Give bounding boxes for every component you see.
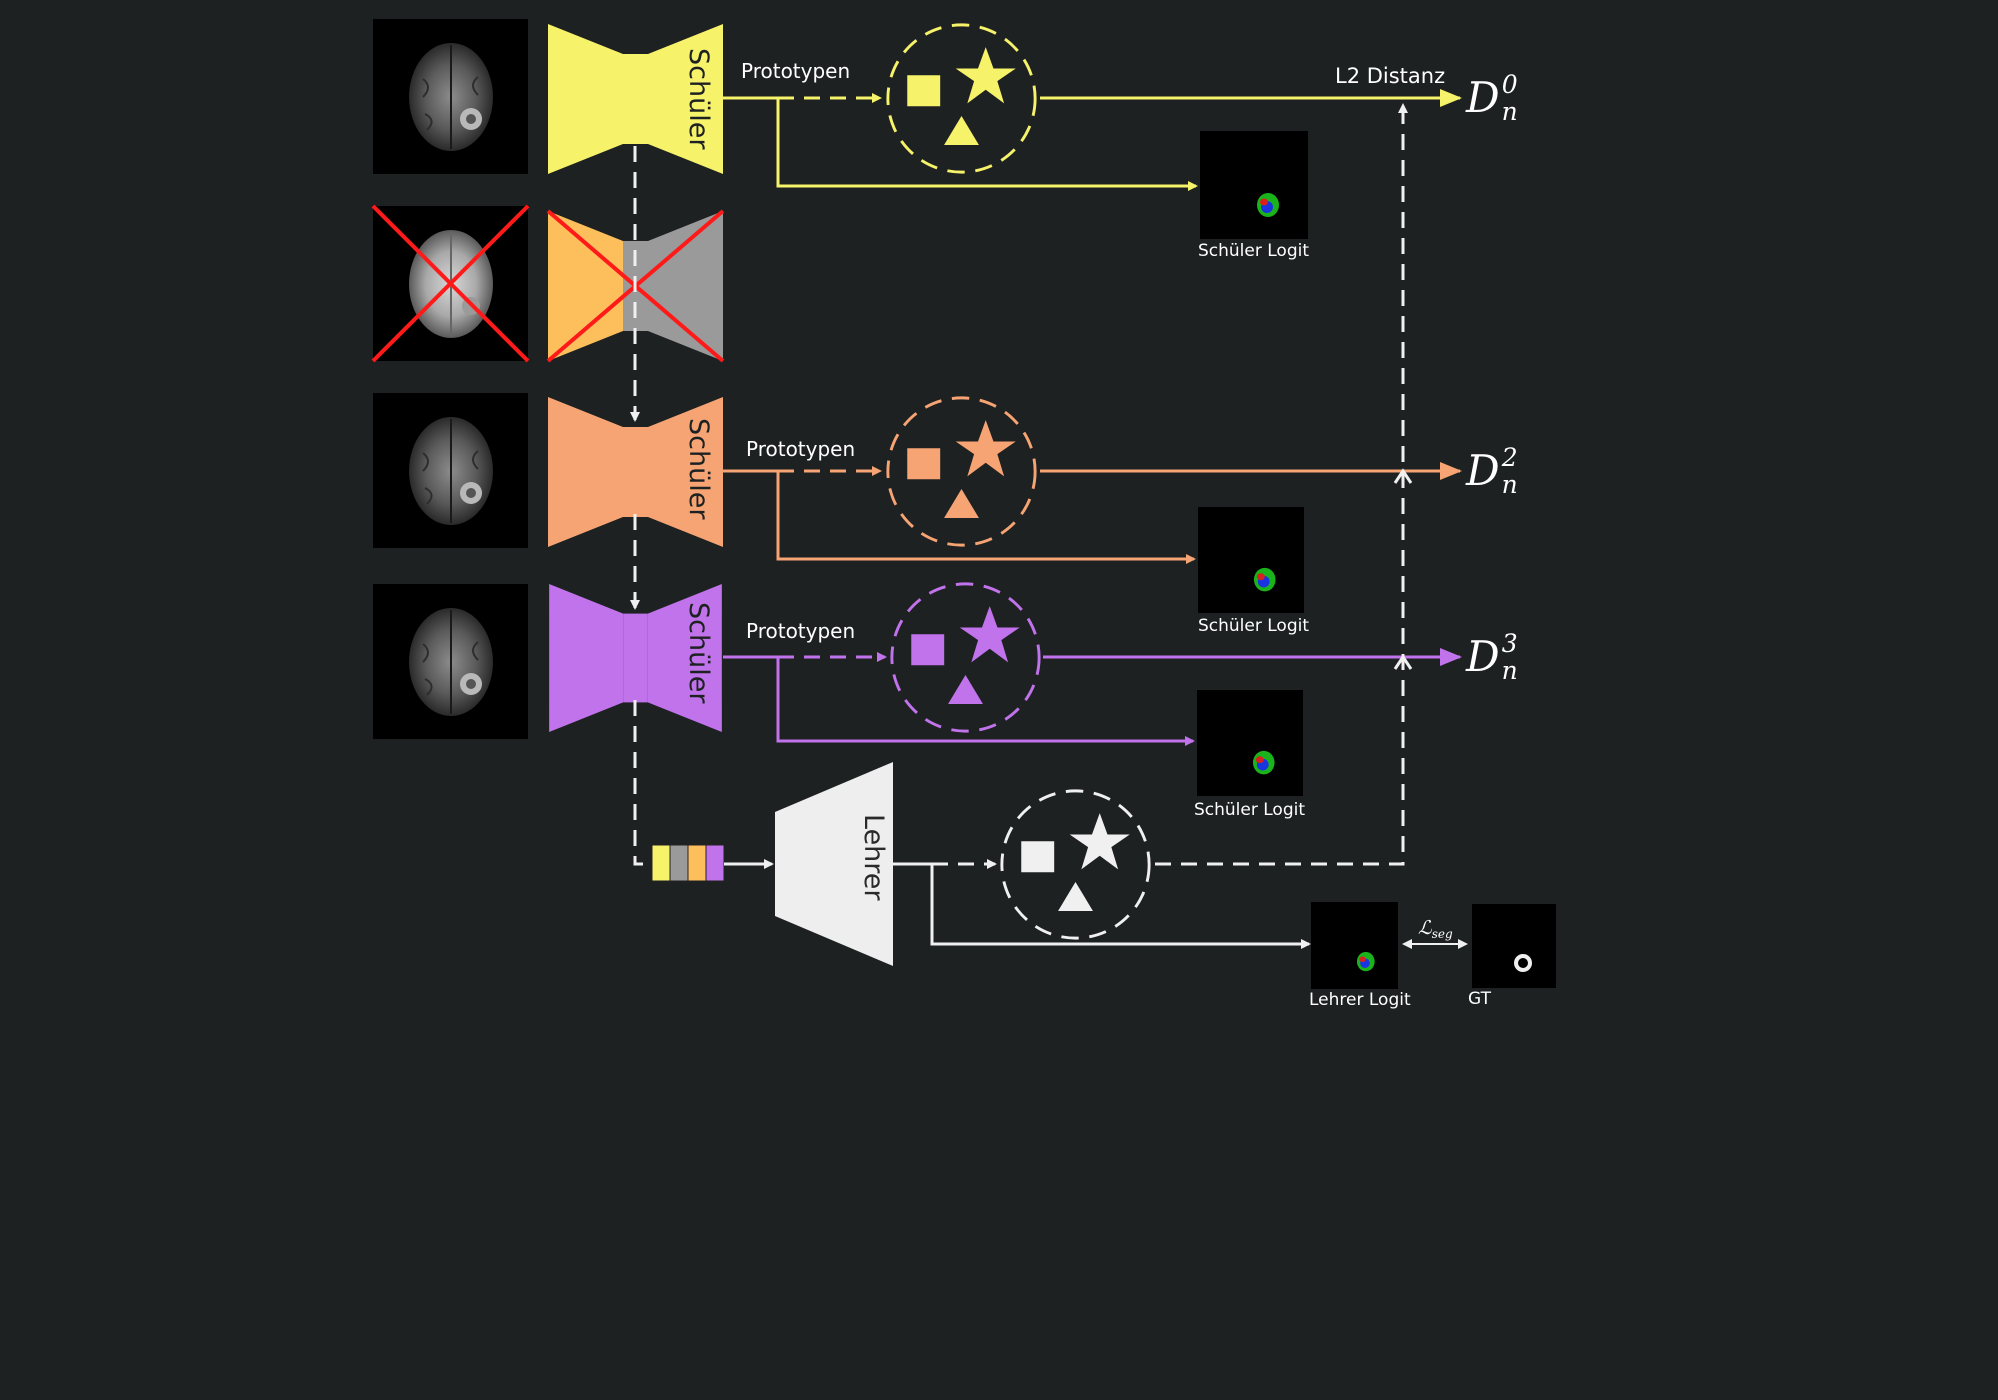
teacher-encoder (775, 762, 893, 966)
prototypes-label-3: Prototypen (746, 619, 855, 643)
logit-arrow-2 (776, 471, 1196, 564)
masked-encoder-right (648, 211, 723, 361)
d-output-0: D0 n (1465, 70, 1518, 126)
prototype-cluster-icon (886, 23, 1037, 174)
distance-label: L2 Distanz (1335, 64, 1445, 88)
mri-slice-icon (373, 393, 528, 548)
junction-arrow-3 (1393, 654, 1413, 670)
ground-truth-image (1472, 904, 1556, 988)
segmentation-map-icon (1198, 507, 1304, 613)
row-3-group: Schüler Prototypen Schüler Logit (373, 582, 1462, 820)
gt-label: GT (1468, 989, 1492, 1009)
logit-label-0: Schüler Logit (1198, 241, 1309, 261)
logit-arrow-0 (776, 98, 1198, 191)
prototype-cluster-icon (886, 396, 1037, 547)
mri-slice-icon (373, 19, 528, 174)
teacher-label: Lehrer (858, 814, 889, 901)
segmentation-map-icon (1200, 131, 1308, 239)
teacher-logit-arrow (930, 864, 1311, 949)
logit-label-2: Schüler Logit (1198, 616, 1309, 636)
prototypes-label-0: Prototypen (741, 59, 850, 83)
row-0-group: Schüler Prototypen L2 Distanz Schüler Lo… (373, 19, 1462, 261)
logit-label-3: Schüler Logit (1194, 800, 1305, 820)
segmentation-map-icon (1311, 902, 1398, 989)
ground-truth-group: GT (1468, 904, 1556, 1009)
d-output-3: D3 n (1465, 629, 1518, 685)
prototype-cluster-icon (890, 582, 1041, 733)
masked-encoder-left (548, 211, 623, 361)
teacher-logit-label: Lehrer Logit (1309, 990, 1411, 1010)
prototypes-label-2: Prototypen (746, 437, 855, 461)
student-label-2: Schüler (683, 418, 714, 520)
feature-trunk-3 (633, 700, 650, 866)
teacher-distance-path (1155, 103, 1408, 866)
mri-slice-icon (373, 584, 528, 739)
row-2-group: Schüler Prototypen Schüler Logit (373, 393, 1462, 636)
d-output-2: D2 n (1465, 443, 1518, 499)
student-label-3: Schüler (683, 602, 714, 704)
seg-loss-label: ℒseg (1418, 917, 1453, 941)
concat-features-bar (651, 844, 725, 882)
segmentation-map-icon (1197, 690, 1303, 796)
logit-arrow-3 (776, 657, 1195, 746)
missing-modality-group (371, 204, 725, 363)
student-label-0: Schüler (683, 48, 714, 150)
prototype-cluster-icon (1000, 789, 1151, 940)
teacher-group: Lehrer Lehrer Logit (775, 762, 1411, 1010)
junction-arrow-2 (1393, 468, 1413, 484)
